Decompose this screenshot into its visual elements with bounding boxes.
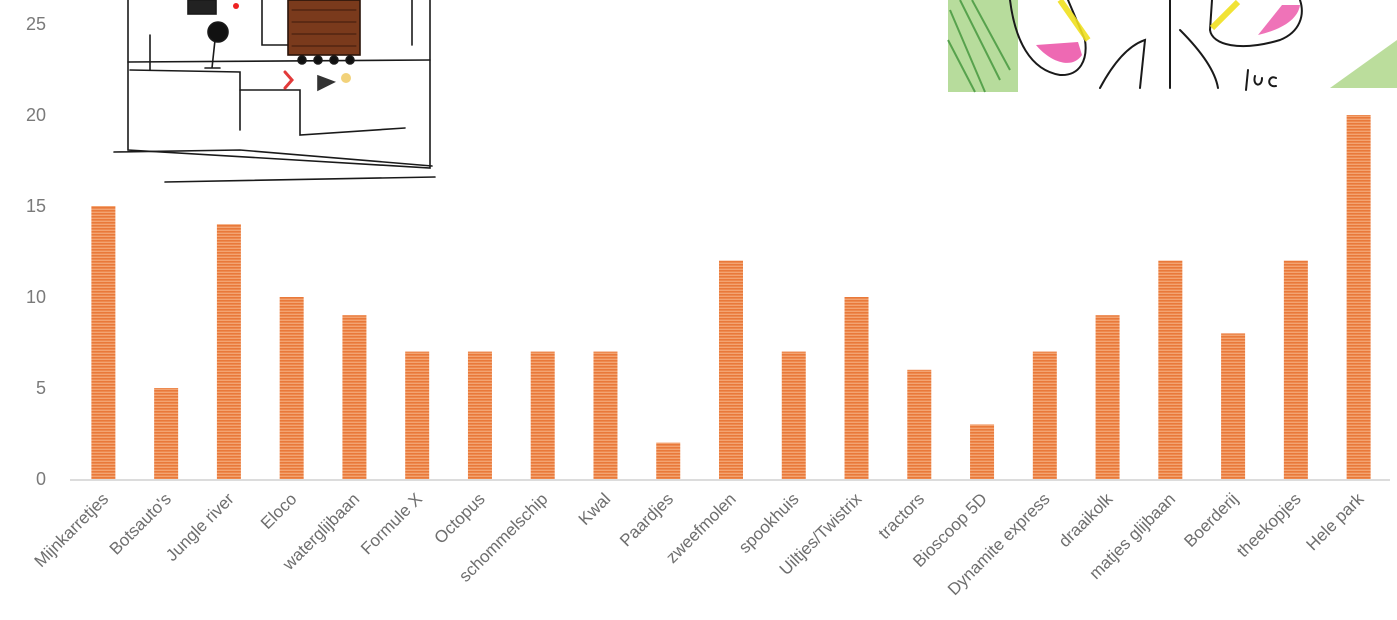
bars	[91, 115, 1371, 479]
y-tick-label: 25	[26, 14, 46, 34]
bar	[1346, 115, 1371, 479]
bar	[1158, 260, 1183, 479]
bar	[1283, 260, 1308, 479]
x-category-label: Jungle river	[162, 489, 238, 565]
bar	[1221, 333, 1246, 479]
x-category-label: Eloco	[257, 489, 301, 533]
bar	[279, 297, 304, 479]
x-category-label: Mijnkarretjes	[31, 489, 113, 571]
x-category-label: Formule X	[357, 489, 426, 558]
y-tick-label: 5	[36, 378, 46, 398]
x-category-label: Boerderij	[1180, 489, 1242, 551]
x-category-label: Paardjes	[616, 489, 677, 550]
x-category-label: theekopjes	[1233, 489, 1305, 561]
bar	[530, 351, 555, 479]
bar	[656, 442, 681, 479]
bar	[593, 351, 618, 479]
bar	[719, 260, 743, 479]
bar	[970, 424, 995, 479]
x-category-label: spookhuis	[735, 489, 803, 557]
x-category-label: draaikolk	[1055, 489, 1117, 551]
x-category-label: Kwal	[575, 489, 614, 528]
bar	[91, 206, 116, 479]
y-tick-label: 20	[26, 105, 46, 125]
y-tick-label: 10	[26, 287, 46, 307]
y-axis-ticks: 0 5 10 15 20 25	[26, 14, 46, 489]
bar	[844, 297, 869, 479]
y-tick-label: 15	[26, 196, 46, 216]
bar	[405, 351, 430, 479]
bar	[781, 351, 806, 479]
x-category-label: Octopus	[431, 489, 489, 547]
bar	[1095, 315, 1120, 479]
bar	[216, 224, 241, 479]
y-tick-label: 0	[36, 469, 46, 489]
bar	[1032, 351, 1057, 479]
child-drawing-right	[947, 0, 1397, 93]
child-drawing-left	[113, 0, 436, 183]
x-category-label: tractors	[875, 489, 929, 543]
bar	[467, 351, 492, 479]
bar	[907, 369, 932, 479]
x-category-label: Hele park	[1303, 489, 1368, 554]
bar	[154, 388, 179, 479]
bar	[342, 315, 367, 479]
